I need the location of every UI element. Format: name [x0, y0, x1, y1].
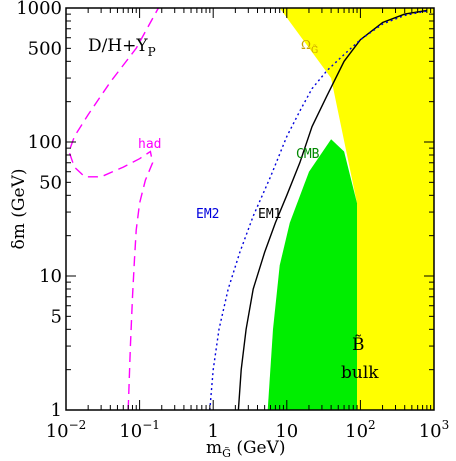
x-axis-title: mG̃ (GeV): [206, 438, 286, 460]
plot-frame: [65, 7, 435, 411]
y-axis-title: δm (GeV): [9, 169, 29, 250]
em2-label: EM2: [196, 207, 219, 222]
em1-label: EM1: [258, 207, 281, 222]
y-tick-label: 500: [28, 38, 62, 59]
x-tick-label: 103: [419, 418, 450, 442]
curve-em2: [209, 10, 428, 410]
had-label: had: [138, 137, 161, 152]
curve-em1: [237, 9, 428, 410]
y-tick-label: 50: [39, 172, 62, 193]
omega-label: ΩG̃: [301, 38, 318, 56]
x-tick-label: 102: [345, 418, 376, 442]
y-tick-label: 100: [28, 132, 62, 153]
ticks: [65, 8, 434, 411]
tick-labels: 10−2 10−1 1 10 102 103 1 5 10 50 100 500 1000: [16, 0, 449, 442]
bino-symbol: B̃: [352, 335, 365, 355]
x-tick-label: 10−1: [119, 418, 160, 442]
dh-yp-label: D/H+YP: [88, 36, 156, 59]
x-tick-label: 10−2: [46, 418, 87, 442]
curves: [68, 8, 428, 410]
bulk-label: bulk: [341, 363, 379, 383]
y-tick-label: 5: [51, 306, 62, 327]
x-tick-label: 10: [275, 421, 298, 442]
y-tick-label: 10: [39, 266, 62, 287]
cmb-label: CMB: [296, 147, 320, 162]
x-tick-label: 1: [207, 421, 218, 442]
region-omega: [279, 8, 434, 410]
region-cmb: [267, 139, 357, 410]
y-tick-label: 1: [51, 400, 62, 421]
regions: [267, 8, 434, 410]
curve-had: [68, 8, 160, 410]
y-tick-label: 1000: [16, 0, 62, 19]
